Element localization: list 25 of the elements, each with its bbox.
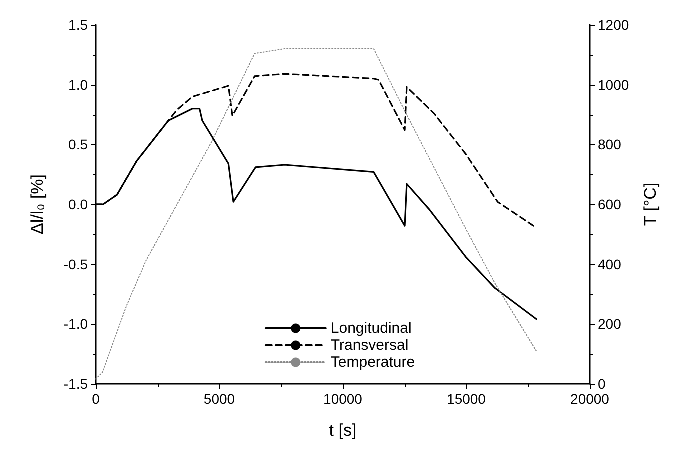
y-tick-label: 1.0	[68, 76, 88, 93]
x-tick-label: 20000	[570, 391, 610, 407]
y2-tick-label: 1000	[598, 76, 630, 93]
y-axis-title: Δl/l₀ [%]	[28, 174, 47, 234]
x-axis-title: t [s]	[329, 421, 357, 440]
legend-label: Transversal	[330, 337, 409, 354]
x-tick-label: 5000	[204, 391, 236, 407]
y2-tick-label: 400	[598, 256, 622, 272]
legend-label: Temperature	[330, 354, 416, 371]
y2-axis-title: T [°C]	[641, 182, 660, 226]
y2-tick-label: 1200	[598, 17, 630, 33]
y2-tick-label: 0	[598, 376, 606, 392]
y2-tick-label: 600	[598, 196, 622, 212]
y-tick-label: -0.5	[64, 256, 88, 272]
y-tick-label: -1.5	[64, 376, 88, 392]
y-tick-label: -1.0	[64, 316, 88, 332]
x-tick-label: 0	[92, 391, 100, 407]
x-tick-label: 15000	[447, 391, 486, 407]
y-tick-label: 0.0	[68, 196, 88, 212]
legend-label: Longitudinal	[330, 320, 412, 337]
y2-tick-label: 800	[598, 136, 622, 153]
y2-tick-label: 200	[598, 316, 622, 332]
y-tick-label: 1.5	[68, 17, 88, 33]
x-tick-label: 10000	[324, 391, 363, 407]
y-tick-label: 0.5	[68, 136, 88, 153]
